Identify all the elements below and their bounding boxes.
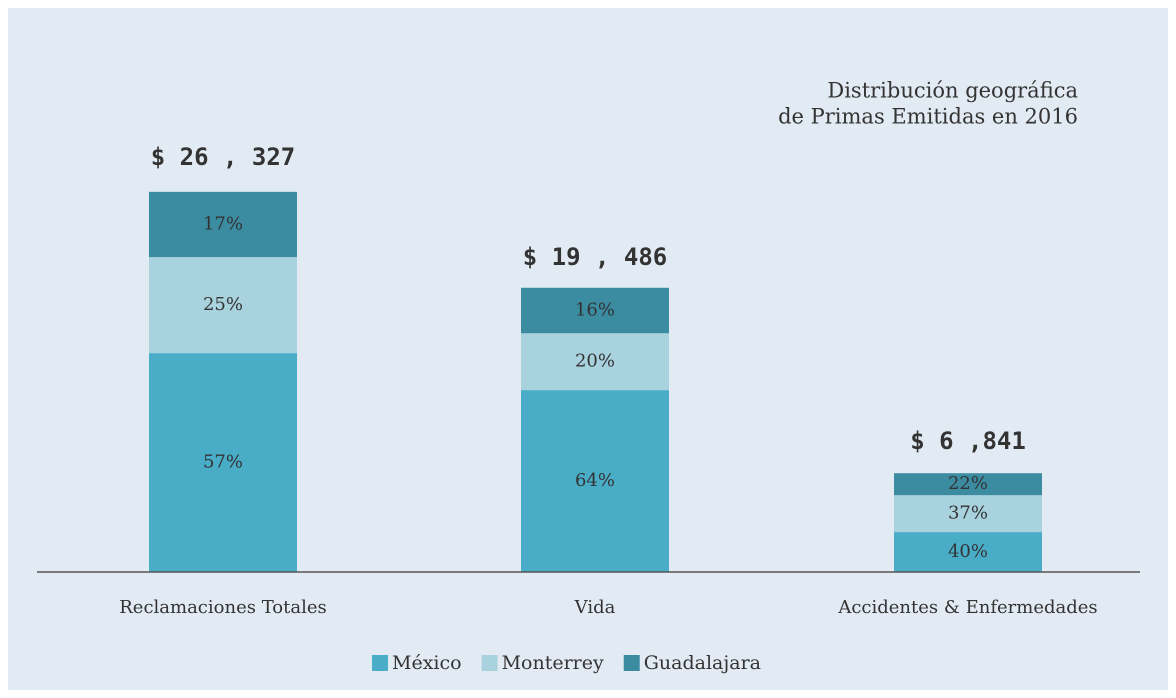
x-tick-label: Accidentes & Enfermedades	[837, 597, 1097, 618]
bar-segment	[894, 495, 1042, 533]
bar-segment	[149, 257, 297, 354]
x-tick-label: Vida	[574, 597, 616, 618]
segment-label: 17%	[203, 213, 243, 234]
legend-label: Guadalajara	[644, 652, 761, 674]
bar-segment	[521, 287, 669, 334]
chart-title: de Primas Emitidas en 2016	[778, 105, 1078, 129]
total-label: $ 26 , 327	[151, 143, 296, 171]
bar-segment	[521, 390, 669, 572]
bar-segment	[149, 191, 297, 258]
segment-label: 64%	[575, 470, 615, 491]
chart-title: Distribución geográfica	[827, 79, 1078, 103]
bar-segment	[894, 532, 1042, 572]
legend-swatch	[623, 655, 640, 671]
bar-segment	[894, 473, 1042, 496]
legend-label: Monterrey	[502, 652, 604, 674]
x-tick-label: Reclamaciones Totales	[119, 597, 327, 618]
segment-label: 37%	[948, 503, 988, 524]
bar-segment	[521, 333, 669, 391]
legend-swatch	[372, 655, 388, 671]
segment-label: 20%	[575, 351, 615, 372]
total-label: $ 19 , 486	[523, 243, 668, 271]
legend-swatch	[481, 655, 498, 671]
legend-label: México	[392, 652, 462, 674]
segment-label: 16%	[575, 300, 615, 321]
segment-label: 22%	[948, 473, 988, 494]
total-label: $ 6 ,841	[910, 427, 1026, 455]
segment-label: 40%	[948, 541, 988, 562]
segment-label: 25%	[203, 294, 243, 315]
bar-segment	[149, 353, 297, 572]
segment-label: 57%	[203, 452, 243, 473]
